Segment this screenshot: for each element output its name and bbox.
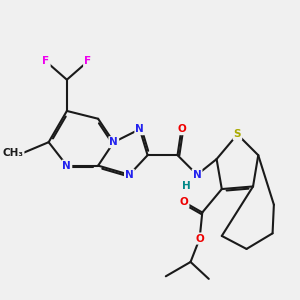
Text: F: F — [84, 56, 91, 67]
Text: S: S — [234, 129, 241, 140]
Text: N: N — [62, 160, 71, 171]
Text: H: H — [182, 181, 190, 191]
Text: CH₃: CH₃ — [3, 148, 24, 158]
Text: N: N — [135, 124, 144, 134]
Text: O: O — [177, 124, 186, 134]
Text: N: N — [125, 170, 134, 180]
Text: F: F — [43, 56, 50, 67]
Text: O: O — [180, 197, 188, 207]
Text: N: N — [193, 170, 201, 180]
Text: O: O — [195, 233, 204, 244]
Text: N: N — [110, 137, 118, 147]
